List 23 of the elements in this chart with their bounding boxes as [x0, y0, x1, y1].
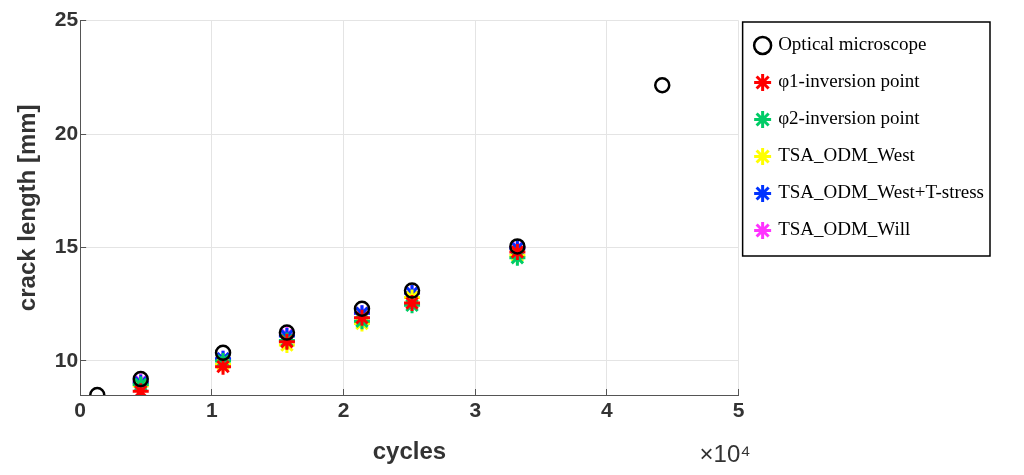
legend-label: φ2-inversion point [778, 107, 921, 129]
point [214, 344, 232, 362]
legend-label: TSA_ODM_West [778, 144, 916, 166]
y-tick-label: 15 [54, 234, 79, 258]
text: ×10⁴ [699, 439, 751, 467]
y-tick-label: 20 [54, 120, 79, 144]
x-tick-label: 2 [337, 398, 350, 422]
x-tick-label: 5 [732, 398, 745, 422]
x-tick-label: 4 [601, 398, 614, 422]
legend-label: TSA_ODM_West+T-stress [778, 181, 984, 203]
point [278, 324, 296, 341]
point [353, 300, 371, 318]
x-tick-label: 0 [74, 398, 86, 422]
legend-label: Optical microscope [778, 33, 927, 55]
legend-label: TSA_ODM_Will [778, 218, 911, 240]
y-tick-label: 10 [54, 347, 79, 371]
point [653, 77, 671, 94]
x-tick-label: 3 [469, 398, 482, 422]
y-axis-title: crack length [mm] [13, 104, 41, 312]
x-tick-label: 1 [206, 398, 219, 422]
y-tick-label: 25 [54, 7, 79, 31]
legend-label: φ1-inversion point [778, 70, 921, 92]
x-axis-title: cycles [372, 437, 447, 465]
